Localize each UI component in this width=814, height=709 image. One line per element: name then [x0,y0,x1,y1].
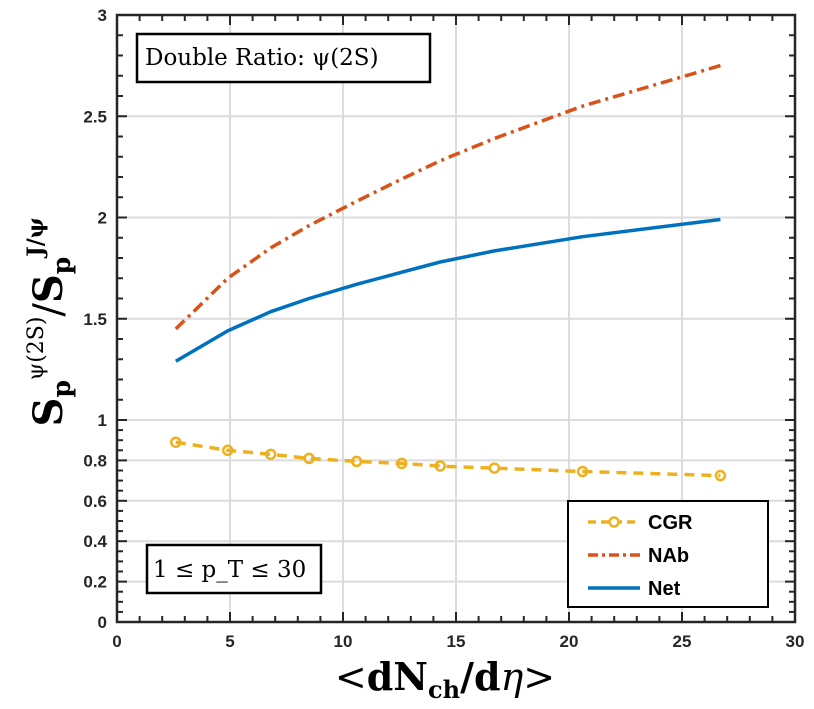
tick-labels: 0 5 10 15 20 25 30 0 0.2 0.4 0.6 0.8 1 1.5 2 2.5 3 [83,6,804,651]
title-box: Double Ratio: ψ(2S) [135,32,432,84]
y-axis-title-slash: / [26,303,72,317]
series-point-cgr [350,455,363,468]
y-axis-title-p1: p [47,380,76,397]
x-tick-label: 30 [786,632,805,651]
y-tick-label: 1 [98,411,107,430]
y-tick-label: 3 [98,6,107,25]
series-point-cgr [303,452,315,465]
x-tick-label: 5 [225,632,234,651]
series-point-cgr [714,469,727,482]
title-box-text: Double Ratio: ψ(2S) [145,45,379,71]
y-axis-title-group: Spψ(2S)/SpJ/ψ [23,218,76,427]
series-layer [170,63,727,482]
y-tick-label: 0.8 [83,451,107,470]
legend-marker-cgr [608,516,620,528]
x-tick-label: 15 [447,632,466,651]
x-axis-title-suffix: > [523,655,555,699]
series-point-cgr [221,444,234,457]
legend-label-nab: NAb [648,545,689,567]
grid-lines [117,15,795,622]
x-axis-title-dN: dN [367,654,428,699]
series-point-cgr [264,448,277,461]
y-axis-title-S1: S [25,398,72,427]
series-point-cgr [434,460,446,472]
legend-entries: CGR NAb Net [588,512,693,600]
y-axis-title-S2: S [25,274,72,303]
x-axis-title-prefix: < [335,655,367,699]
x-tick-label: 0 [112,632,121,651]
series-line-cgr [175,440,721,478]
pt-range-box-text: 1 ≤ p_T ≤ 30 [153,557,306,583]
series-point-cgr [396,457,408,470]
x-tick-label: 10 [334,632,353,651]
x-tick-label: 25 [673,632,692,651]
x-axis-title-sub: ch [428,675,460,704]
y-axis-title-p2: p [47,257,76,274]
title-box-frame [135,32,432,84]
x-axis-title-slash: /d [460,654,500,699]
pt-range-box-frame [145,543,323,595]
legend-label-cgr: CGR [648,512,693,534]
x-tick-label: 20 [560,632,579,651]
y-tick-label: 0.4 [83,532,107,551]
series-point-cgr [576,465,589,478]
y-tick-label: 0 [98,613,107,632]
y-axis-title-sup1: ψ(2S) [24,317,49,381]
x-axis-title: <dNch/dη> [335,654,555,704]
legend-label-net: Net [648,578,681,600]
series-point-cgr [488,462,501,474]
y-tick-label: 0.6 [83,492,107,511]
y-axis-title: Spψ(2S)/SpJ/ψ [23,218,76,427]
axis-ticks [116,14,796,623]
x-axis-title-eta: η [501,655,524,699]
y-axis-title-sup2: J/ψ [23,218,49,259]
series-point-cgr [170,436,182,448]
y-tick-label: 1.5 [83,310,107,329]
y-tick-label: 2.5 [83,107,107,126]
legend: CGR NAb Net [567,500,769,608]
y-tick-label: 2 [98,209,107,228]
series-line-net [174,217,721,363]
y-tick-label: 0.2 [83,573,107,592]
pt-range-box: 1 ≤ p_T ≤ 30 [145,543,323,595]
